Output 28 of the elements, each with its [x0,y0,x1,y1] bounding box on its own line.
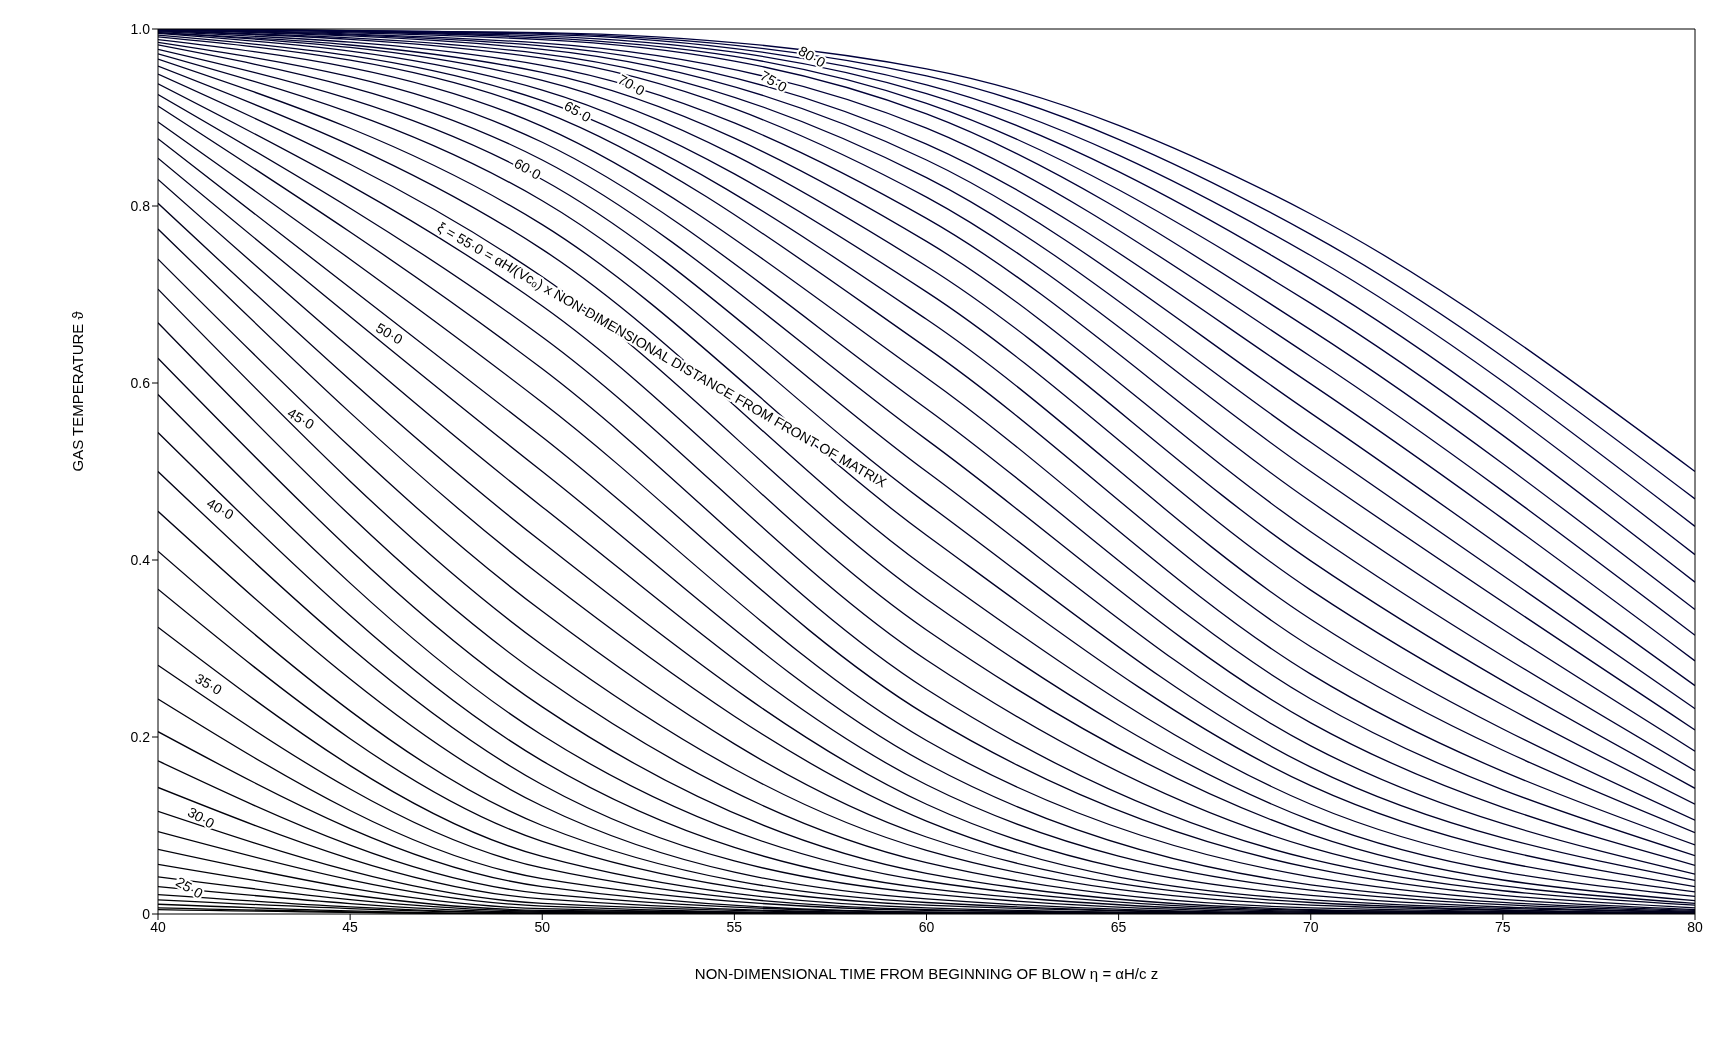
annotation: 25·0 [173,873,206,902]
annotation: 40·0 [204,494,237,523]
x-tick-label: 40 [150,918,166,935]
x-tick-label: 50 [534,918,551,935]
annotation: 80·0 [795,42,829,71]
x-tick-label: 60 [918,918,935,935]
annotation: 30·0 [184,803,218,832]
y-tick-label: 0.8 [130,197,151,214]
x-tick-label: 45 [342,918,359,935]
annotation: 45·0 [284,404,318,433]
annotation: 70·0 [615,70,648,99]
x-tick-label: 65 [1110,918,1127,935]
x-tick-label: 70 [1302,918,1319,935]
y-tick-label: 1.0 [130,20,151,37]
y-tick-label: 0.2 [130,728,151,745]
annotation: 75·0 [757,67,790,96]
y-tick-label: 0.6 [130,374,151,391]
x-axis-title: NON-DIMENSIONAL TIME FROM BEGINNING OF BLOW η = αH/c z [694,965,1159,982]
annotation: 35·0 [192,670,226,699]
annotation: 50·0 [373,319,406,348]
y-tick-label: 0.4 [130,551,151,568]
y-tick-label: 0 [142,905,151,922]
x-tick-label: 55 [726,918,743,935]
y-axis-title: GAS TEMPERATURE ϑ [69,310,87,472]
annotation: 65·0 [561,97,594,126]
annotation: 60·0 [511,154,544,183]
x-tick-label: 80 [1687,918,1703,935]
x-tick-label: 75 [1495,918,1511,935]
